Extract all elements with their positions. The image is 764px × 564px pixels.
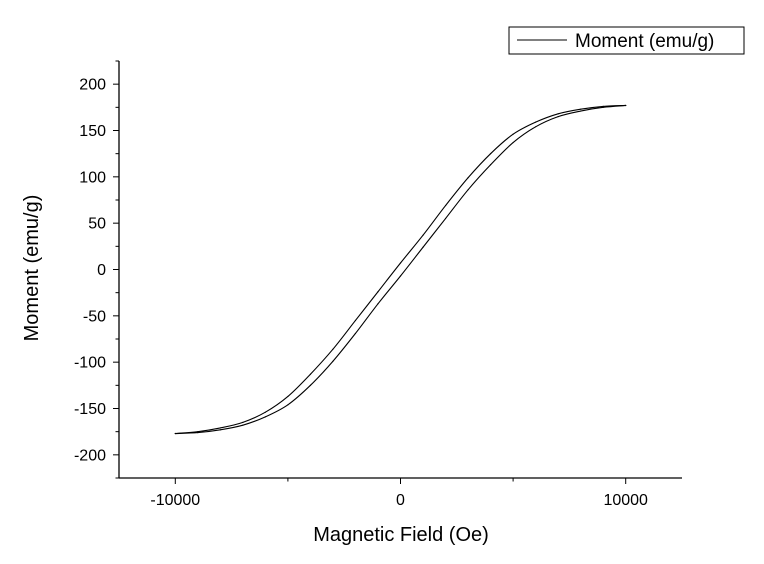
data-point <box>467 177 469 179</box>
data-point <box>287 404 289 406</box>
y-tick-label: -100 <box>74 355 106 372</box>
data-point <box>377 291 379 293</box>
x-tick-label: 0 <box>396 492 405 509</box>
data-point <box>354 332 357 335</box>
data-point <box>287 395 289 398</box>
data-point <box>197 431 199 433</box>
data-point <box>354 319 357 322</box>
legend-label: Moment (emu/g) <box>575 31 714 52</box>
y-tick-label: 50 <box>88 216 106 233</box>
data-point <box>602 105 604 108</box>
data-point <box>602 106 604 108</box>
data-point <box>557 113 559 115</box>
data-point <box>219 429 221 431</box>
data-point <box>242 421 244 423</box>
data-point <box>309 384 312 386</box>
data-point <box>399 275 402 277</box>
data-point <box>489 164 492 166</box>
series-line-ascending <box>175 104 626 435</box>
data-point <box>197 431 199 434</box>
data-point <box>535 126 537 128</box>
data-point <box>219 427 221 429</box>
data-point <box>580 108 582 110</box>
x-tick-label: 10000 <box>603 492 648 509</box>
series-layer <box>174 104 627 435</box>
y-tick-label: -200 <box>74 447 106 464</box>
data-point <box>557 116 559 118</box>
x-axis-label: Magnetic Field (Oe) <box>313 524 489 546</box>
y-tick-label: 200 <box>79 77 106 94</box>
data-point <box>264 416 266 418</box>
data-point <box>399 262 402 264</box>
data-point <box>309 373 312 375</box>
data-point <box>444 204 447 207</box>
y-tick-label: 100 <box>79 169 106 186</box>
y-tick-label: 0 <box>97 262 106 279</box>
data-point <box>625 104 627 107</box>
data-point <box>467 189 469 191</box>
data-point <box>444 217 447 220</box>
data-point <box>489 153 492 155</box>
legend: Moment (emu/g) <box>508 26 745 55</box>
data-point <box>422 246 424 248</box>
data-point <box>512 133 514 135</box>
data-point <box>174 432 176 435</box>
data-point <box>580 110 582 112</box>
data-point <box>242 424 244 426</box>
data-point <box>264 411 266 413</box>
data-point <box>535 121 537 123</box>
data-point <box>332 360 334 362</box>
axes <box>118 61 682 479</box>
data-point <box>422 234 424 236</box>
data-point <box>512 141 514 144</box>
y-tick-label: -50 <box>83 308 106 325</box>
y-axis-label: Moment (emu/g) <box>21 195 43 342</box>
x-tick-label: -10000 <box>150 492 200 509</box>
y-tick-label: 150 <box>79 123 106 140</box>
data-point <box>377 303 379 305</box>
series-line-descending <box>175 104 626 435</box>
data-point <box>332 348 334 350</box>
y-tick-label: -150 <box>74 401 106 418</box>
ticks: -10000 0 10000 200 150 100 50 0 -50 -100 -150 -200 <box>74 60 648 509</box>
